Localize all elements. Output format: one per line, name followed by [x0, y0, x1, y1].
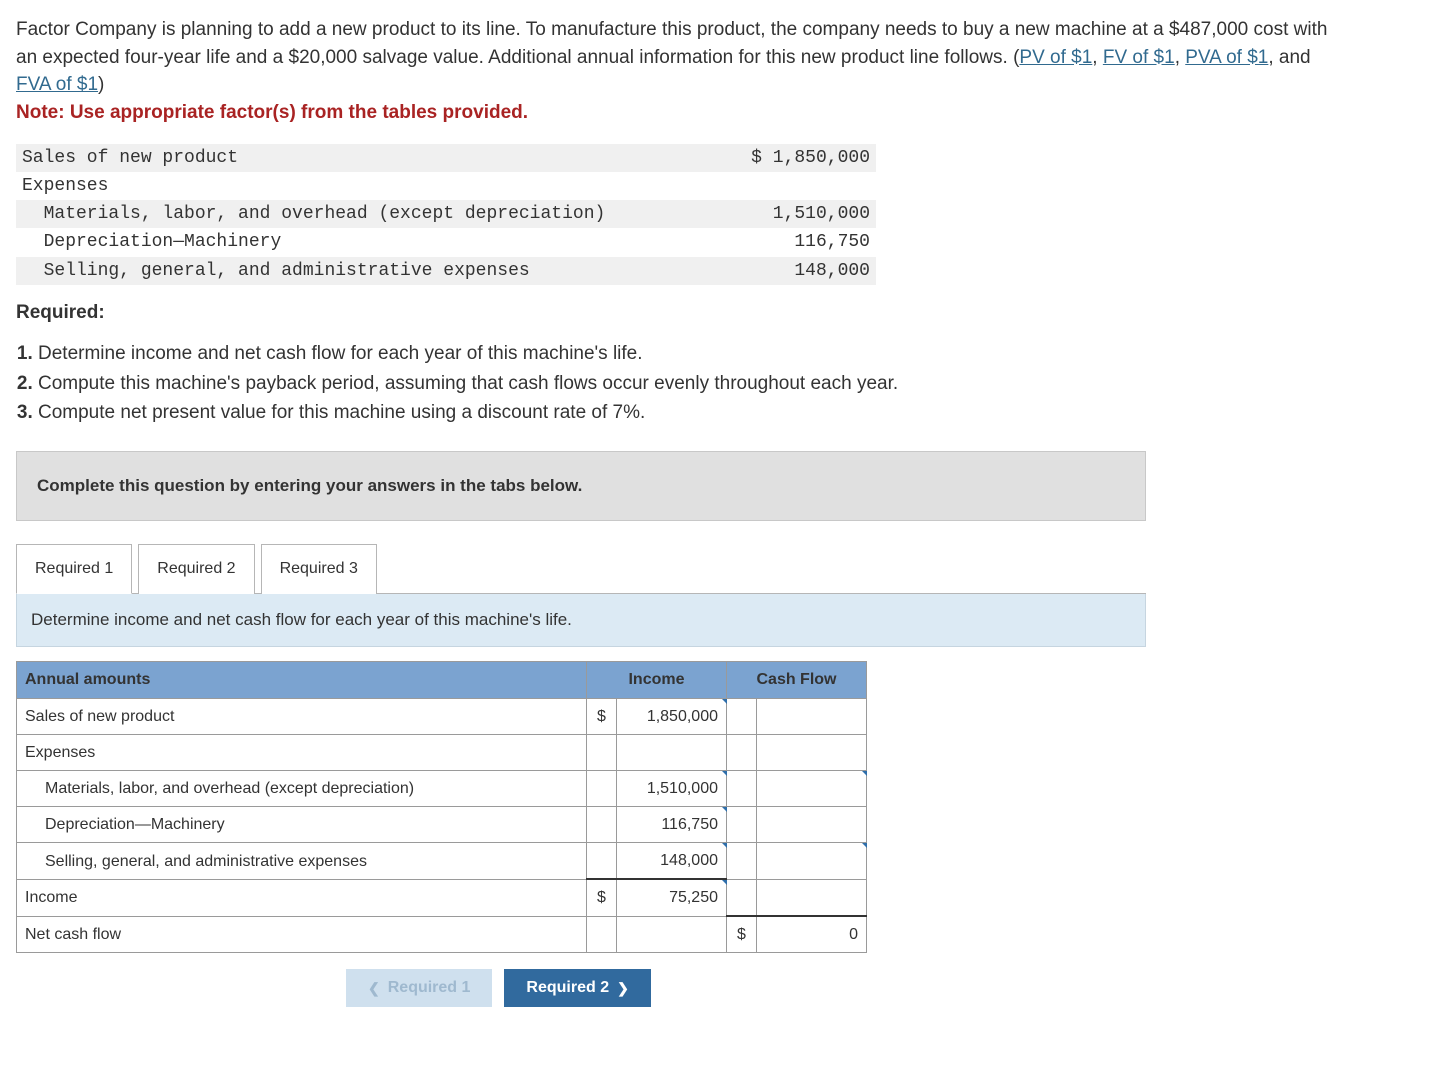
- given-value: 116,750: [736, 228, 876, 256]
- cashflow-currency: $: [727, 916, 757, 953]
- sep: ,: [1175, 47, 1186, 68]
- table-row: Selling, general, and administrative exp…: [17, 843, 867, 880]
- cashflow-currency: [727, 843, 757, 880]
- entry-table: Annual amountsIncomeCash FlowSales of ne…: [16, 661, 867, 953]
- cashflow-value: [757, 734, 867, 770]
- link-fva[interactable]: FVA of $1: [16, 74, 98, 95]
- cashflow-value: [757, 807, 867, 843]
- table-row: Expenses: [17, 734, 867, 770]
- chevron-left-icon: ❮: [368, 980, 380, 997]
- income-value[interactable]: 75,250: [617, 879, 727, 916]
- income-value: [617, 734, 727, 770]
- row-label: Income: [17, 879, 587, 916]
- income-value[interactable]: 148,000: [617, 843, 727, 880]
- row-label: Sales of new product: [17, 698, 587, 734]
- row-label: Selling, general, and administrative exp…: [17, 843, 587, 880]
- cashflow-value: [757, 879, 867, 916]
- income-value[interactable]: 1,850,000: [617, 698, 727, 734]
- note-text: Note: Use appropriate factor(s) from the…: [16, 102, 528, 123]
- income-value: [617, 916, 727, 953]
- required-item: Compute this machine's payback period, a…: [38, 370, 1424, 398]
- prev-button[interactable]: ❮ Required 1: [346, 969, 492, 1007]
- tab-required-1[interactable]: Required 1: [16, 544, 132, 593]
- next-button[interactable]: Required 2 ❯: [504, 969, 650, 1007]
- given-label: Sales of new product: [16, 144, 736, 172]
- row-label: Expenses: [17, 734, 587, 770]
- row-label: Materials, labor, and overhead (except d…: [17, 770, 587, 806]
- cashflow-currency: [727, 734, 757, 770]
- income-currency: $: [587, 879, 617, 916]
- instruction-bar: Complete this question by entering your …: [16, 451, 1146, 522]
- given-row: Materials, labor, and overhead (except d…: [16, 200, 876, 228]
- cashflow-currency: [727, 770, 757, 806]
- given-value: 148,000: [736, 257, 876, 285]
- given-label: Depreciation—Machinery: [16, 228, 736, 256]
- link-pv[interactable]: PV of $1: [1019, 47, 1092, 68]
- link-fv[interactable]: FV of $1: [1103, 47, 1175, 68]
- sub-instruction: Determine income and net cash flow for e…: [16, 594, 1146, 648]
- nav-buttons: ❮ Required 1 Required 2 ❯: [346, 969, 1146, 1007]
- required-item: Compute net present value for this machi…: [38, 399, 1424, 427]
- cashflow-currency: [727, 807, 757, 843]
- given-data-table: Sales of new product$ 1,850,000Expenses …: [16, 144, 876, 284]
- next-label: Required 2: [526, 979, 609, 997]
- income-currency: [587, 770, 617, 806]
- required-item: Determine income and net cash flow for e…: [38, 340, 1424, 368]
- close-paren: ): [98, 74, 104, 95]
- given-label: Materials, labor, and overhead (except d…: [16, 200, 736, 228]
- required-heading: Required:: [16, 299, 1424, 327]
- given-row: Expenses: [16, 172, 876, 200]
- tab-required-2[interactable]: Required 2: [138, 544, 254, 593]
- problem-statement: Factor Company is planning to add a new …: [16, 16, 1346, 126]
- table-row: Sales of new product$1,850,000: [17, 698, 867, 734]
- row-label: Net cash flow: [17, 916, 587, 953]
- cashflow-value: [757, 698, 867, 734]
- given-value: $ 1,850,000: [736, 144, 876, 172]
- given-row: Sales of new product$ 1,850,000: [16, 144, 876, 172]
- given-label: Selling, general, and administrative exp…: [16, 257, 736, 285]
- table-row: Materials, labor, and overhead (except d…: [17, 770, 867, 806]
- cashflow-currency: [727, 879, 757, 916]
- income-value[interactable]: 116,750: [617, 807, 727, 843]
- income-currency: [587, 807, 617, 843]
- row-label: Depreciation—Machinery: [17, 807, 587, 843]
- table-row: Depreciation—Machinery 116,750: [17, 807, 867, 843]
- given-label: Expenses: [16, 172, 736, 200]
- cashflow-value[interactable]: [757, 770, 867, 806]
- sep: ,: [1092, 47, 1103, 68]
- cashflow-value[interactable]: [757, 843, 867, 880]
- link-pva[interactable]: PVA of $1: [1185, 47, 1268, 68]
- income-currency: [587, 734, 617, 770]
- given-row: Depreciation—Machinery116,750: [16, 228, 876, 256]
- col-header-cashflow: Cash Flow: [727, 662, 867, 698]
- cashflow-value: 0: [757, 916, 867, 953]
- table-row: Income$75,250: [17, 879, 867, 916]
- col-header-label: Annual amounts: [17, 662, 587, 698]
- income-value[interactable]: 1,510,000: [617, 770, 727, 806]
- required-list: Determine income and net cash flow for e…: [38, 340, 1424, 427]
- tab-required-3[interactable]: Required 3: [261, 544, 377, 593]
- chevron-right-icon: ❯: [617, 980, 629, 997]
- income-currency: $: [587, 698, 617, 734]
- income-currency: [587, 843, 617, 880]
- col-header-income: Income: [587, 662, 727, 698]
- tabs-row: Required 1Required 2Required 3: [16, 543, 1146, 593]
- income-currency: [587, 916, 617, 953]
- given-value: [736, 172, 876, 200]
- sep-last: , and: [1268, 47, 1310, 68]
- given-row: Selling, general, and administrative exp…: [16, 257, 876, 285]
- cashflow-currency: [727, 698, 757, 734]
- given-value: 1,510,000: [736, 200, 876, 228]
- table-row: Net cash flow $0: [17, 916, 867, 953]
- prev-label: Required 1: [388, 979, 471, 997]
